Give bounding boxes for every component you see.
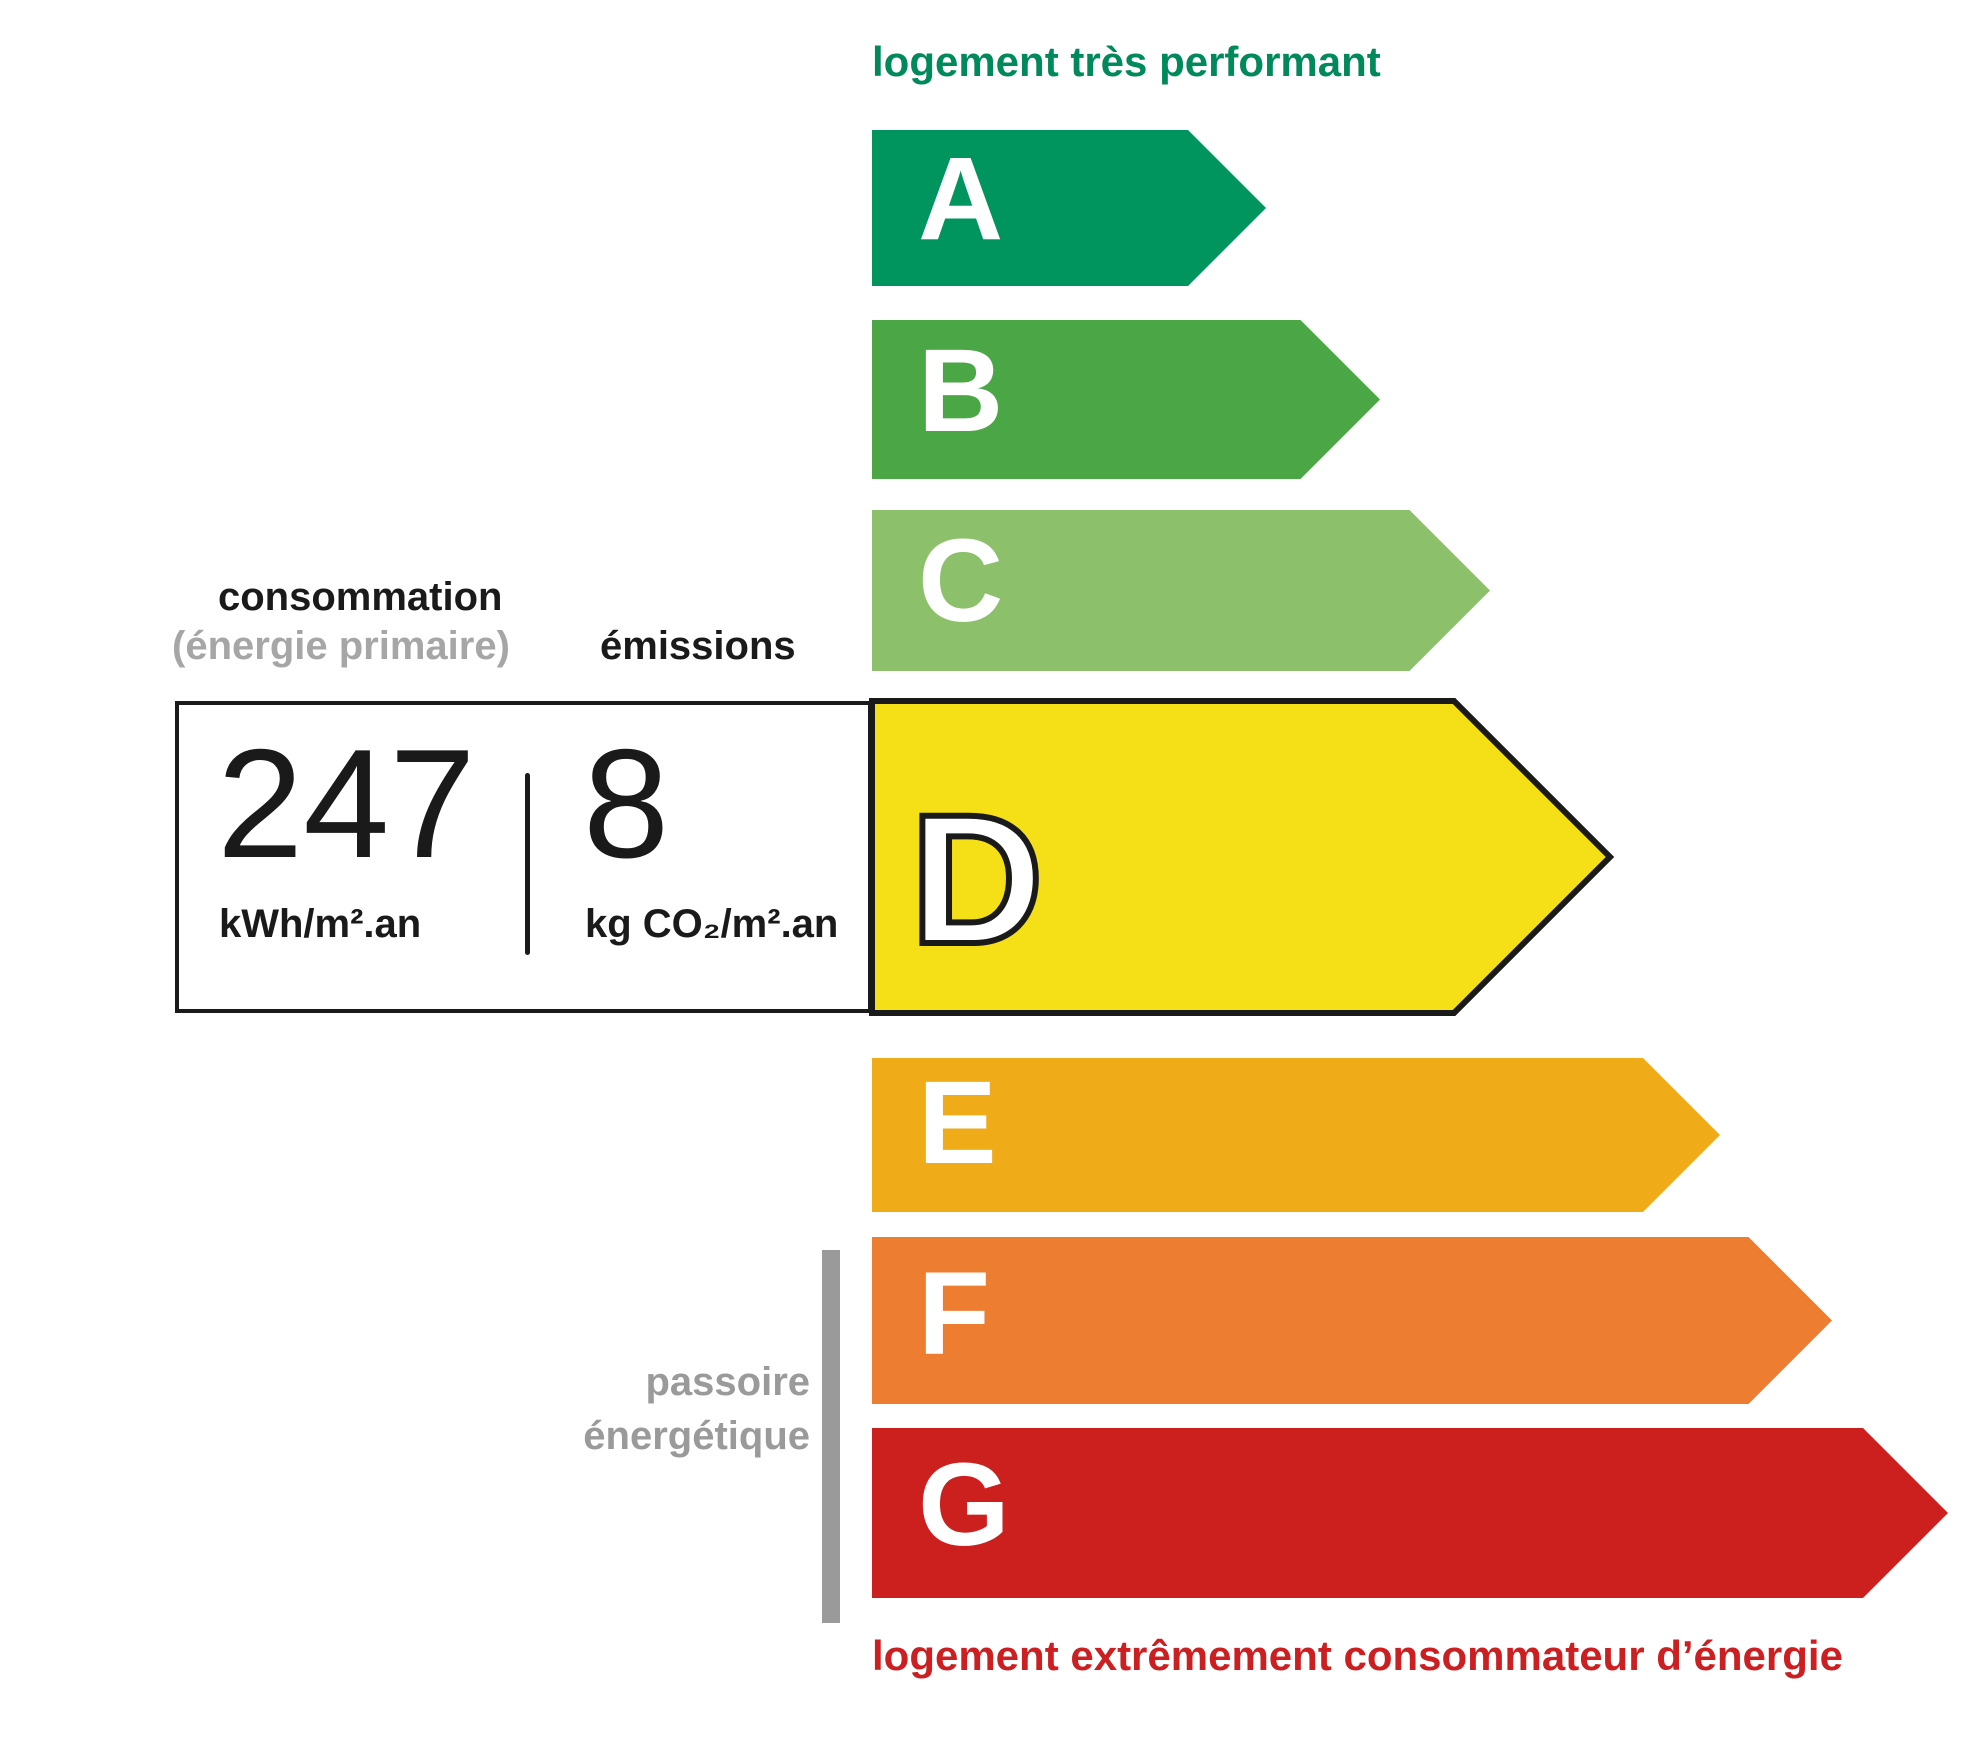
svg-text:C: C [918, 515, 1003, 647]
svg-text:A: A [918, 133, 1003, 265]
svg-text:G: G [918, 1439, 1010, 1571]
svg-text:F: F [918, 1248, 990, 1380]
svg-text:B: B [918, 325, 1003, 457]
svg-text:E: E [918, 1057, 997, 1189]
svg-text:D: D [910, 777, 1044, 983]
